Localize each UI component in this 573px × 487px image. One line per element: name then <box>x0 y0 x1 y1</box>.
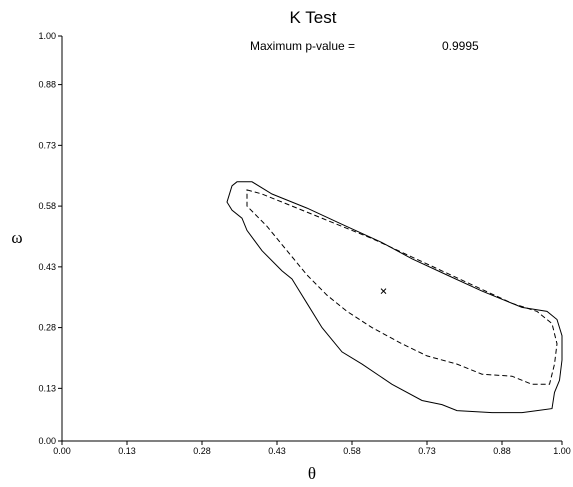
outer-contour-solid <box>226 181 563 414</box>
inner-contour-dashed <box>246 189 558 385</box>
point-estimate-marker <box>380 288 387 295</box>
x-tick-label: 0.28 <box>193 446 211 456</box>
y-tick-label: 0.00 <box>38 436 56 446</box>
y-tick-label: 0.28 <box>38 323 56 333</box>
x-tick-label: 0.13 <box>118 446 136 456</box>
x-axis-label: θ <box>308 464 316 483</box>
x-tick-label: 1.00 <box>553 446 571 456</box>
max-p-value-label: Maximum p-value = <box>250 39 355 53</box>
y-axis-ticks: 0.00 0.13 0.28 0.43 0.58 0.73 0.88 1.00 <box>38 31 62 446</box>
x-tick-label: 0.00 <box>53 446 71 456</box>
chart-title: K Test <box>290 8 337 27</box>
contour-series <box>226 181 563 414</box>
y-tick-label: 0.88 <box>38 80 56 90</box>
y-tick-label: 0.58 <box>38 201 56 211</box>
y-tick-label: 0.13 <box>38 383 56 393</box>
x-tick-label: 0.58 <box>343 446 361 456</box>
x-tick-label: 0.88 <box>493 446 511 456</box>
x-axis-ticks: 0.00 0.13 0.28 0.43 0.58 0.73 0.88 1.00 <box>53 441 571 456</box>
y-tick-label: 0.43 <box>38 262 56 272</box>
x-tick-label: 0.43 <box>268 446 286 456</box>
max-p-value: 0.9995 <box>442 39 479 53</box>
y-tick-label: 1.00 <box>38 31 56 41</box>
marker-stroke <box>380 288 387 295</box>
y-tick-label: 0.73 <box>38 140 56 150</box>
x-tick-label: 0.73 <box>418 446 436 456</box>
y-axis-label: ω <box>11 228 22 247</box>
